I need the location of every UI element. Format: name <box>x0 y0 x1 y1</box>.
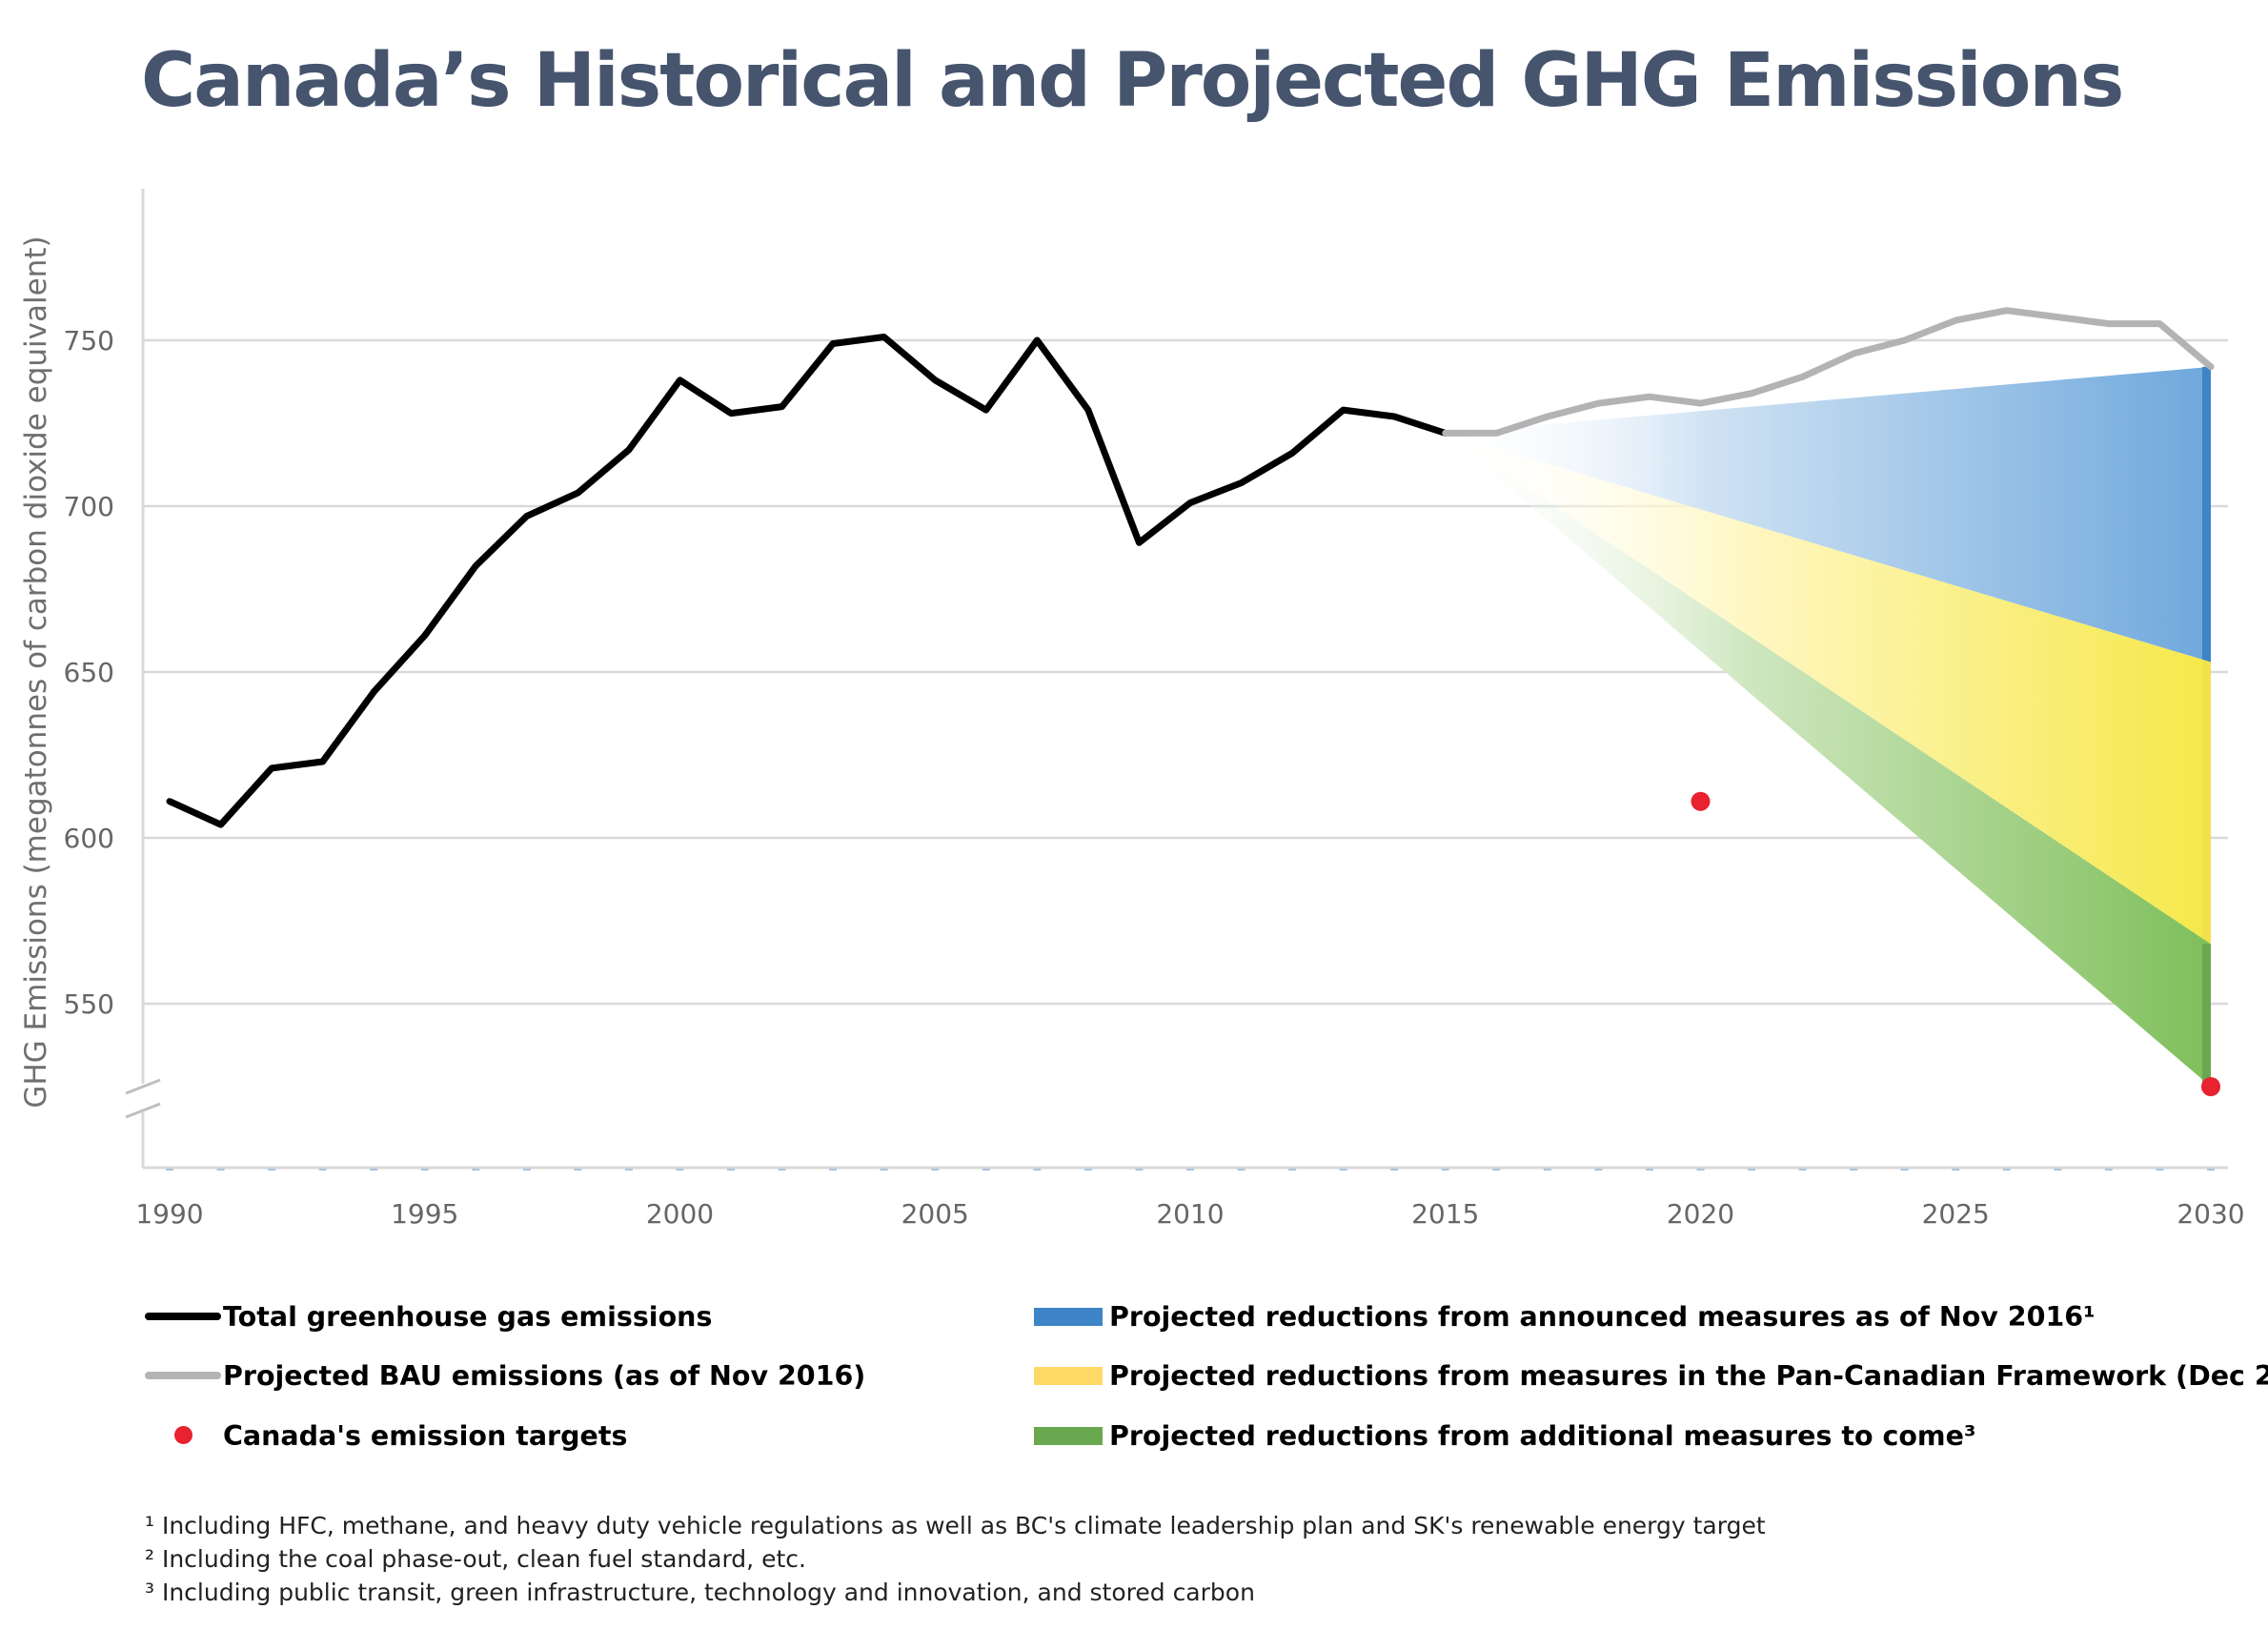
legend-swatch-pan-canadian <box>1034 1367 1103 1385</box>
y-tick-label-700: 700 <box>64 491 114 522</box>
y-tick-label-650: 650 <box>64 657 114 688</box>
footnote-1: ¹ Including HFC, methane, and heavy duty… <box>145 1512 1766 1539</box>
x-tick-label-2015: 2015 <box>1411 1198 1479 1230</box>
legend-item-bau: Projected BAU emissions (as of Nov 2016) <box>145 1356 865 1395</box>
target-points <box>1691 791 2220 1096</box>
band-additional <box>1445 433 2211 1087</box>
x-tick-label-1990: 1990 <box>135 1198 203 1230</box>
chart-svg: 550 600 650 700 750 1990 1995 2000 2005 2010 2015 2… <box>19 189 2245 1230</box>
legend-label-bau: Projected BAU emissions (as of Nov 2016) <box>223 1359 866 1392</box>
x-tick-label-1995: 1995 <box>391 1198 458 1230</box>
band-pan-canadian-edge <box>2202 662 2211 945</box>
legend-item-historical: Total greenhouse gas emissions <box>145 1297 712 1335</box>
legend-item-pan-canadian: Projected reductions from measures in th… <box>1034 1356 2268 1395</box>
x-tick-label-2010: 2010 <box>1156 1198 1224 1230</box>
legend-label-announced: Projected reductions from announced meas… <box>1109 1300 2096 1333</box>
band-announced-edge <box>2202 366 2211 662</box>
y-tick-label-550: 550 <box>64 988 114 1020</box>
legend-swatch-additional <box>1034 1427 1103 1445</box>
legend-label-historical: Total greenhouse gas emissions <box>223 1300 713 1333</box>
series-lines <box>166 307 2215 828</box>
legend-item-targets: Canada's emission targets <box>145 1416 627 1455</box>
legend-label-targets: Canada's emission targets <box>223 1419 628 1452</box>
chart-title: Canada’s Historical and Projected GHG Em… <box>141 38 2124 124</box>
line-bau-projection <box>1442 307 2215 437</box>
legend-item-additional: Projected reductions from additional mea… <box>1034 1416 1975 1455</box>
legend-swatch-bau <box>145 1372 221 1379</box>
x-tick-label-2030: 2030 <box>2177 1198 2244 1230</box>
axes <box>125 189 2228 1171</box>
footnote-2: ² Including the coal phase-out, clean fu… <box>145 1545 806 1573</box>
target-point-2030 <box>2201 1077 2220 1096</box>
line-total-emissions <box>166 334 1449 828</box>
legend-swatch-historical <box>145 1313 221 1320</box>
x-tick-label-2025: 2025 <box>1922 1198 1990 1230</box>
footnote-3: ³ Including public transit, green infras… <box>145 1579 1255 1606</box>
band-pan-canadian <box>1445 433 2211 945</box>
footnotes: ¹ Including HFC, methane, and heavy duty… <box>145 1509 1766 1609</box>
reduction-bands <box>1445 366 2211 1087</box>
axis-break-mark-2 <box>125 1102 161 1119</box>
y-axis-title: GHG Emissions (megatonnes of carbon diox… <box>19 235 53 1108</box>
x-tick-label-2000: 2000 <box>646 1198 714 1230</box>
legend-swatch-targets <box>174 1426 192 1444</box>
band-additional-edge <box>2202 944 2211 1087</box>
legend-swatch-announced <box>1034 1308 1103 1326</box>
legend-label-pan-canadian: Projected reductions from measures in th… <box>1109 1359 2268 1392</box>
y-tick-label-750: 750 <box>64 325 114 357</box>
legend-label-additional: Projected reductions from additional mea… <box>1109 1419 1976 1452</box>
x-tick-label-2005: 2005 <box>901 1198 969 1230</box>
legend-item-announced: Projected reductions from announced meas… <box>1034 1297 2096 1335</box>
x-tick-label-2020: 2020 <box>1667 1198 1734 1230</box>
band-announced <box>1445 366 2211 662</box>
target-point-2020 <box>1691 791 1711 811</box>
y-tick-label-600: 600 <box>64 823 114 854</box>
tick-labels: 550 600 650 700 750 1990 1995 2000 2005 2010 2015 2… <box>19 235 2245 1230</box>
axis-break-mark-1 <box>125 1078 161 1095</box>
